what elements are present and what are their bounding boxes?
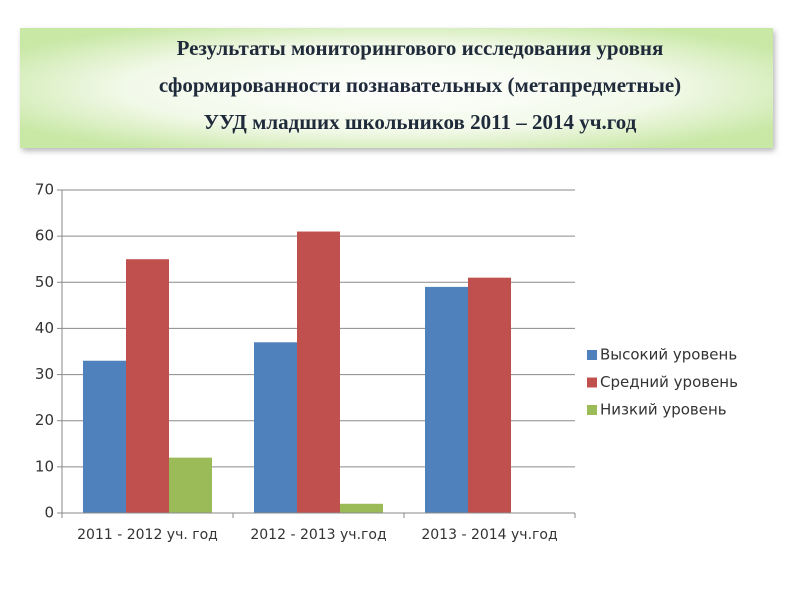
chart-title: УУД младших школьников 2011 – 2014 уч.го… [204,110,637,134]
y-tick-label: 70 [35,181,54,199]
chart-title: сформированности познавательных (метапре… [159,73,681,97]
legend-label: Низкий уровень [600,401,727,419]
y-tick-label: 10 [35,457,54,475]
bar [468,277,511,513]
x-tick-label: 2011 - 2012 уч. год [77,527,218,543]
title-box [20,28,773,148]
bar [169,457,212,513]
legend-swatch [587,405,597,415]
bar [297,231,340,513]
y-tick-label: 20 [35,411,54,429]
y-tick-label: 30 [35,365,54,383]
y-tick-label: 40 [35,319,54,337]
bar [126,259,169,513]
legend-swatch [587,350,597,360]
legend-label: Средний уровень [600,373,738,391]
y-tick-label: 60 [35,227,54,245]
legend-label: Высокий уровень [600,346,737,364]
x-tick-label: 2013 - 2014 уч.год [421,527,557,543]
legend-swatch [587,377,597,388]
x-tick-label: 2012 - 2013 уч.год [250,527,386,543]
bar [254,342,297,513]
bar [425,286,468,513]
bar [83,360,126,513]
bar [340,503,383,513]
chart-title: Результаты мониторингового исследования … [177,36,664,60]
y-tick-label: 50 [35,273,54,291]
y-tick-label: 0 [44,504,54,522]
